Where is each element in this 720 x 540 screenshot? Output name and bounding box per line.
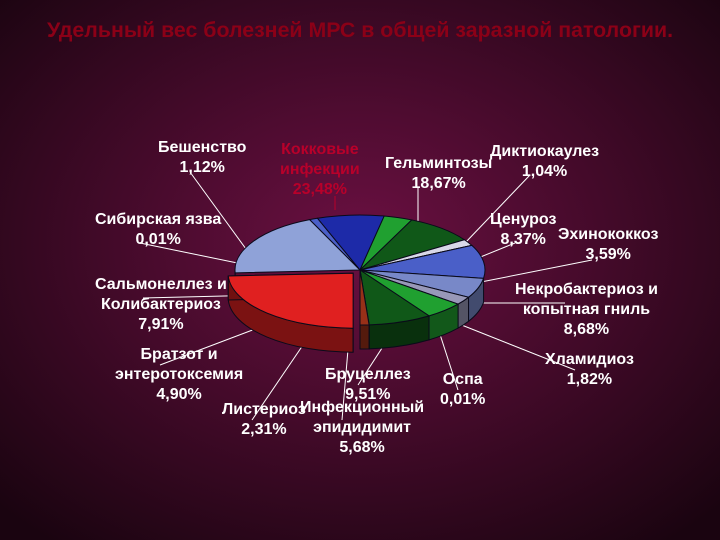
slice-label-ehino: Эхинококкоз 3,59% <box>558 225 658 265</box>
slice-label-kokk: Кокковые инфекции 23,48% <box>280 140 360 200</box>
slice-label-cenur: Ценуроз 8,37% <box>490 210 556 250</box>
slice-label-ospa: Оспа 0,01% <box>440 370 485 410</box>
slice-label-hlam: Хламидиоз 1,82% <box>545 350 634 390</box>
slice-label-sib: Сибирская язва 0,01% <box>95 210 221 250</box>
slice-label-nekro: Некробактериоз и копытная гниль 8,68% <box>515 280 658 340</box>
slice-label-gelm: Гельминтозы 18,67% <box>385 154 492 194</box>
slice-label-list: Листериоз 2,31% <box>222 400 306 440</box>
slice-label-salm: Сальмонеллез и Колибактериоз 7,91% <box>95 275 227 335</box>
pie-chart <box>0 0 720 540</box>
slice-label-epid: Инфекционный эпидидимит 5,68% <box>300 398 424 458</box>
slice-label-besh: Бешенство 1,12% <box>158 138 246 178</box>
slide: Удельный вес болезней МРС в общей заразн… <box>0 0 720 540</box>
slice-label-dikt: Диктиокаулез 1,04% <box>490 142 599 182</box>
pie-slice-side <box>360 325 369 349</box>
slice-label-brat: Братзот и энтеротоксемия 4,90% <box>115 345 243 405</box>
